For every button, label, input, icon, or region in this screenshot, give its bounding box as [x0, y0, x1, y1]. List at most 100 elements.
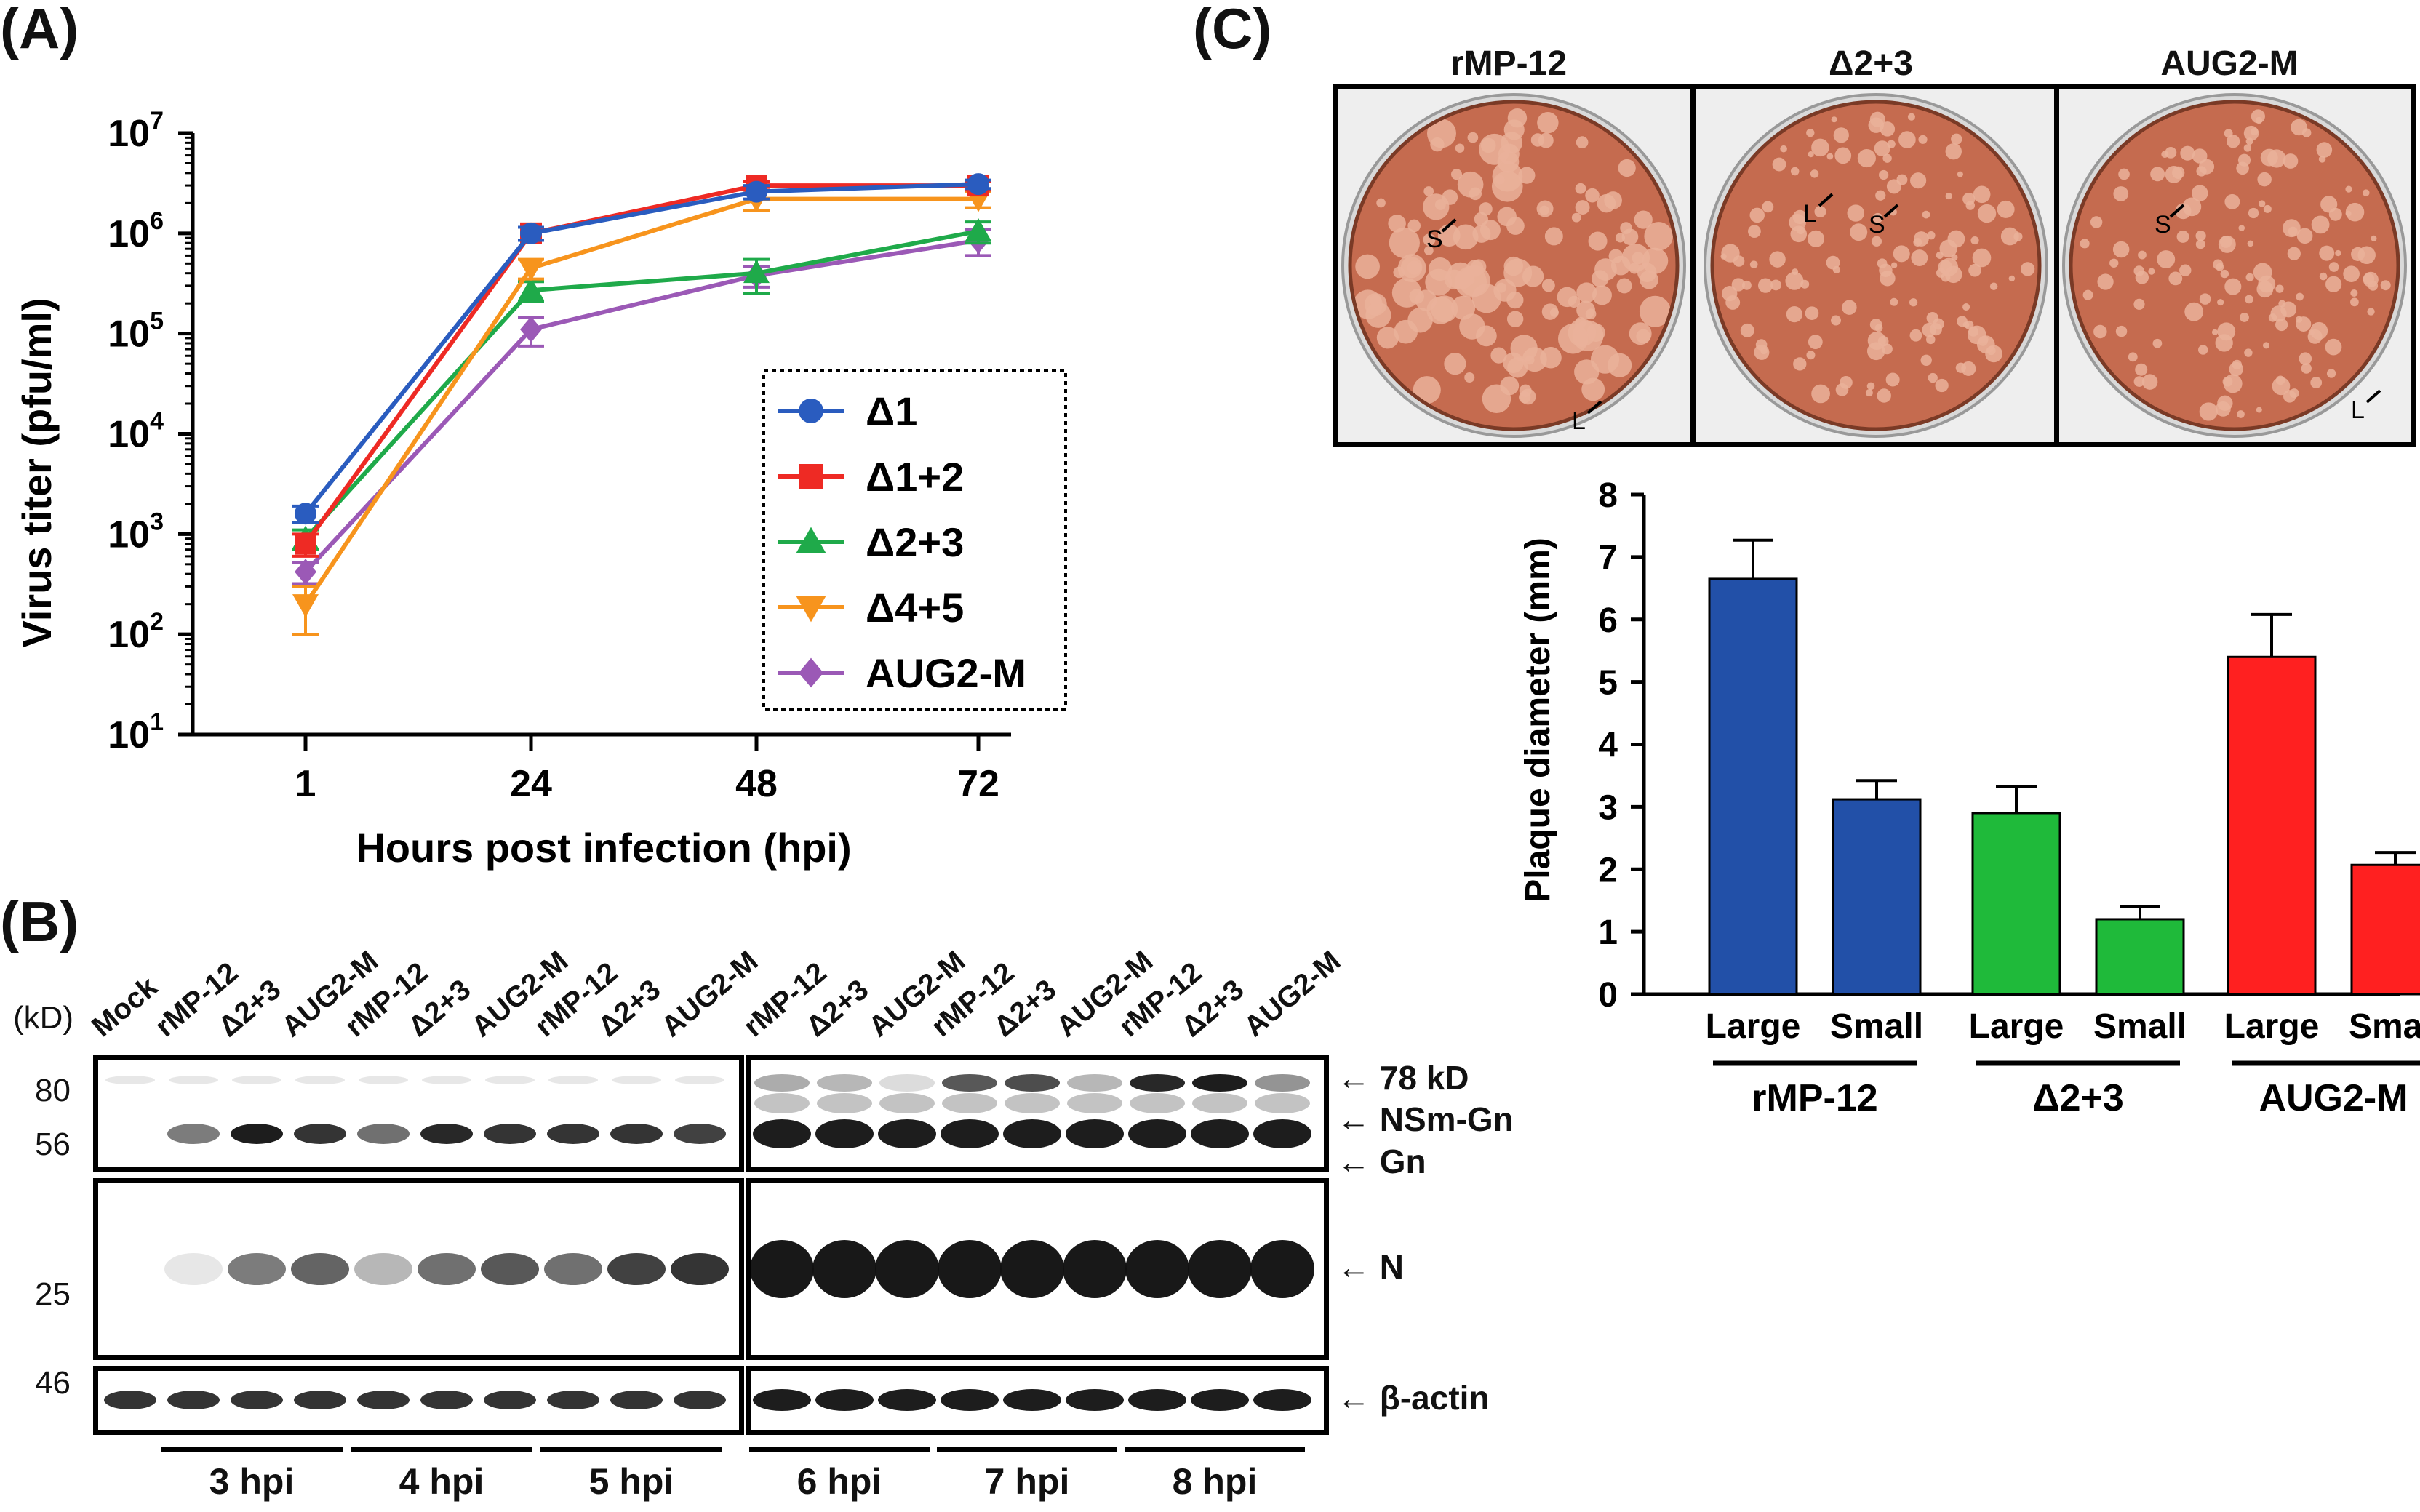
- plaque-diameter-chart: 0 1 2 3 4 5 6 7 8 Large Small Large Small Large Small…: [1519, 476, 2420, 1119]
- band: [942, 1074, 997, 1092]
- band: [167, 1124, 220, 1144]
- blot-gn-left: [93, 1055, 744, 1172]
- band: [295, 1076, 345, 1084]
- band: [674, 1124, 726, 1144]
- band-label-nsm-gn: ← NSm-Gn: [1337, 1100, 1514, 1138]
- marker-46: 46: [35, 1365, 71, 1401]
- bar: [2227, 655, 2317, 996]
- bar-category: Large: [1969, 1007, 2064, 1046]
- plaque-label: S: [2155, 211, 2171, 239]
- band: [294, 1391, 346, 1409]
- band: [228, 1253, 286, 1285]
- timepoint-bracket: [1125, 1447, 1305, 1452]
- x-tick-label: 24: [510, 763, 552, 805]
- bar-category: Small: [1830, 1007, 1923, 1046]
- data-point: [743, 260, 770, 284]
- legend-item-4: AUG2-M: [778, 650, 1026, 696]
- band-label-78kd: ← 78 kD: [1337, 1059, 1469, 1097]
- data-point: [520, 316, 542, 343]
- plate-0: SL: [1341, 93, 1686, 438]
- group-label: Δ2+3: [2032, 1077, 2124, 1119]
- blot-n-left: [93, 1178, 744, 1360]
- y-tick-label: 104: [108, 408, 164, 456]
- bar: [2095, 918, 2185, 996]
- band: [1192, 1093, 1247, 1113]
- y-tick-label: 101: [108, 708, 164, 756]
- band: [169, 1076, 218, 1084]
- band: [675, 1076, 724, 1084]
- band-label-n: ← N: [1337, 1248, 1405, 1286]
- band-label-actin: ← β-actin: [1337, 1379, 1490, 1417]
- band: [1188, 1240, 1252, 1298]
- band: [812, 1240, 876, 1298]
- x-axis-label: Hours post infection (hpi): [356, 825, 851, 871]
- band: [1066, 1119, 1124, 1148]
- data-point: [746, 180, 767, 203]
- panel-label-b: (B): [0, 889, 79, 953]
- plaque-label: L: [1803, 200, 1817, 228]
- band: [547, 1391, 599, 1409]
- bar: [2350, 863, 2420, 996]
- bar-y-axis-label: Plaque diameter (mm): [1519, 537, 1557, 902]
- band: [754, 1093, 810, 1113]
- band: [104, 1391, 156, 1409]
- bar-y-tick: 5: [1598, 664, 1618, 703]
- band: [875, 1240, 939, 1298]
- band: [1250, 1240, 1314, 1298]
- y-axis-label: Virus titer (pfu/ml): [14, 297, 60, 647]
- legend-label: Δ4+5: [866, 585, 964, 631]
- plaque-label: L: [2351, 396, 2365, 424]
- timepoint-label: 3 hpi: [209, 1461, 295, 1502]
- bar: [1708, 577, 1798, 996]
- timepoint-bracket: [161, 1447, 343, 1452]
- band: [354, 1253, 412, 1285]
- band: [232, 1076, 281, 1084]
- band: [612, 1076, 661, 1084]
- band: [1255, 1074, 1310, 1092]
- band: [481, 1253, 539, 1285]
- band: [815, 1389, 874, 1411]
- group-label: AUG2-M: [2259, 1077, 2408, 1119]
- band: [879, 1074, 935, 1092]
- plate-title: AUG2-M: [2160, 44, 2299, 83]
- legend-item-0: Δ1: [778, 388, 917, 434]
- timepoint-bracket: [540, 1447, 722, 1452]
- marker-80: 80: [35, 1073, 71, 1108]
- timepoint-bracket: [749, 1447, 930, 1452]
- growth-curve-chart: 101 102 103 104 105 106 107 1 24 48 72 Virus titer…: [14, 107, 1067, 871]
- timepoint-label: 4 hpi: [399, 1461, 484, 1502]
- x-tick-label: 72: [957, 763, 999, 805]
- data-point: [295, 559, 316, 585]
- band: [1130, 1093, 1185, 1113]
- bar-category: Large: [1706, 1007, 1801, 1046]
- band: [753, 1119, 811, 1148]
- kd-label: (kD): [13, 1000, 74, 1036]
- band: [1067, 1074, 1122, 1092]
- growth-series: [292, 173, 991, 636]
- legend: Δ1 Δ1+2 Δ2+3 Δ4+5 AUG2-M: [762, 369, 1067, 711]
- band: [1255, 1093, 1310, 1113]
- band: [671, 1253, 729, 1285]
- band: [1128, 1389, 1186, 1411]
- series-line: [303, 238, 979, 574]
- band: [817, 1093, 872, 1113]
- band: [938, 1240, 1002, 1298]
- bar-y-tick: 4: [1598, 727, 1618, 765]
- plate-title: rMP-12: [1450, 44, 1568, 83]
- band: [610, 1124, 663, 1144]
- timepoint-label: 6 hpi: [796, 1461, 882, 1502]
- group-label: rMP-12: [1752, 1077, 1877, 1119]
- growth-axes: 101 102 103 104 105 106 107 1 24 48 72: [108, 107, 1011, 805]
- bar-y-tick: 8: [1598, 476, 1618, 515]
- bar-2: Large: [1969, 785, 2064, 1046]
- bar-category: Large: [2224, 1007, 2320, 1046]
- band: [879, 1093, 935, 1113]
- band: [754, 1074, 810, 1092]
- series-line: [303, 183, 978, 545]
- lane-label: Mock: [86, 970, 164, 1044]
- band: [485, 1076, 535, 1084]
- lane-label: AUG2-M: [1238, 945, 1347, 1044]
- band: [167, 1391, 220, 1409]
- plate-title: Δ2+3: [1829, 44, 1913, 83]
